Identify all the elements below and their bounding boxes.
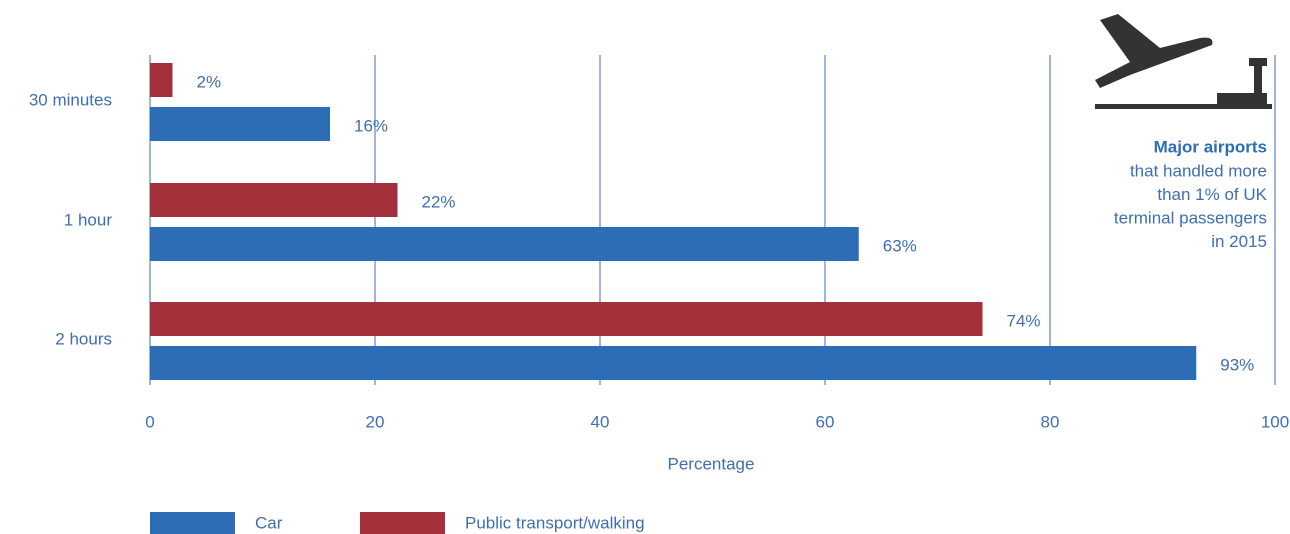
bar [150,183,398,217]
annotation-line: that handled more [1130,161,1267,180]
x-axis-label: Percentage [668,454,755,473]
legend-swatch [360,512,445,534]
legend-label: Car [255,513,283,532]
annotation-title: Major airports [1154,137,1267,156]
legend-swatch [150,512,235,534]
bar [150,63,173,97]
value-label: 74% [1007,311,1041,330]
y-tick-label: 2 hours [55,329,112,348]
x-tick-label: 60 [816,412,835,431]
x-tick-label: 40 [591,412,610,431]
value-label: 93% [1220,355,1254,374]
x-tick-label: 80 [1041,412,1060,431]
bar [150,107,330,141]
airplane-icon [1095,14,1272,109]
value-label: 2% [197,72,222,91]
x-tick-label: 100 [1261,412,1289,431]
value-label: 22% [422,192,456,211]
x-tick-label: 0 [145,412,154,431]
annotation-line: terminal passengers [1114,208,1267,227]
legend-label: Public transport/walking [465,513,645,532]
bar [150,302,983,336]
annotation-line: in 2015 [1211,232,1267,251]
y-tick-label: 30 minutes [29,90,112,109]
annotation-line: than 1% of UK [1157,185,1267,204]
y-tick-label: 1 hour [64,210,113,229]
value-label: 16% [354,116,388,135]
x-tick-label: 20 [366,412,385,431]
bar [150,227,859,261]
bar [150,346,1197,380]
value-label: 63% [883,236,917,255]
